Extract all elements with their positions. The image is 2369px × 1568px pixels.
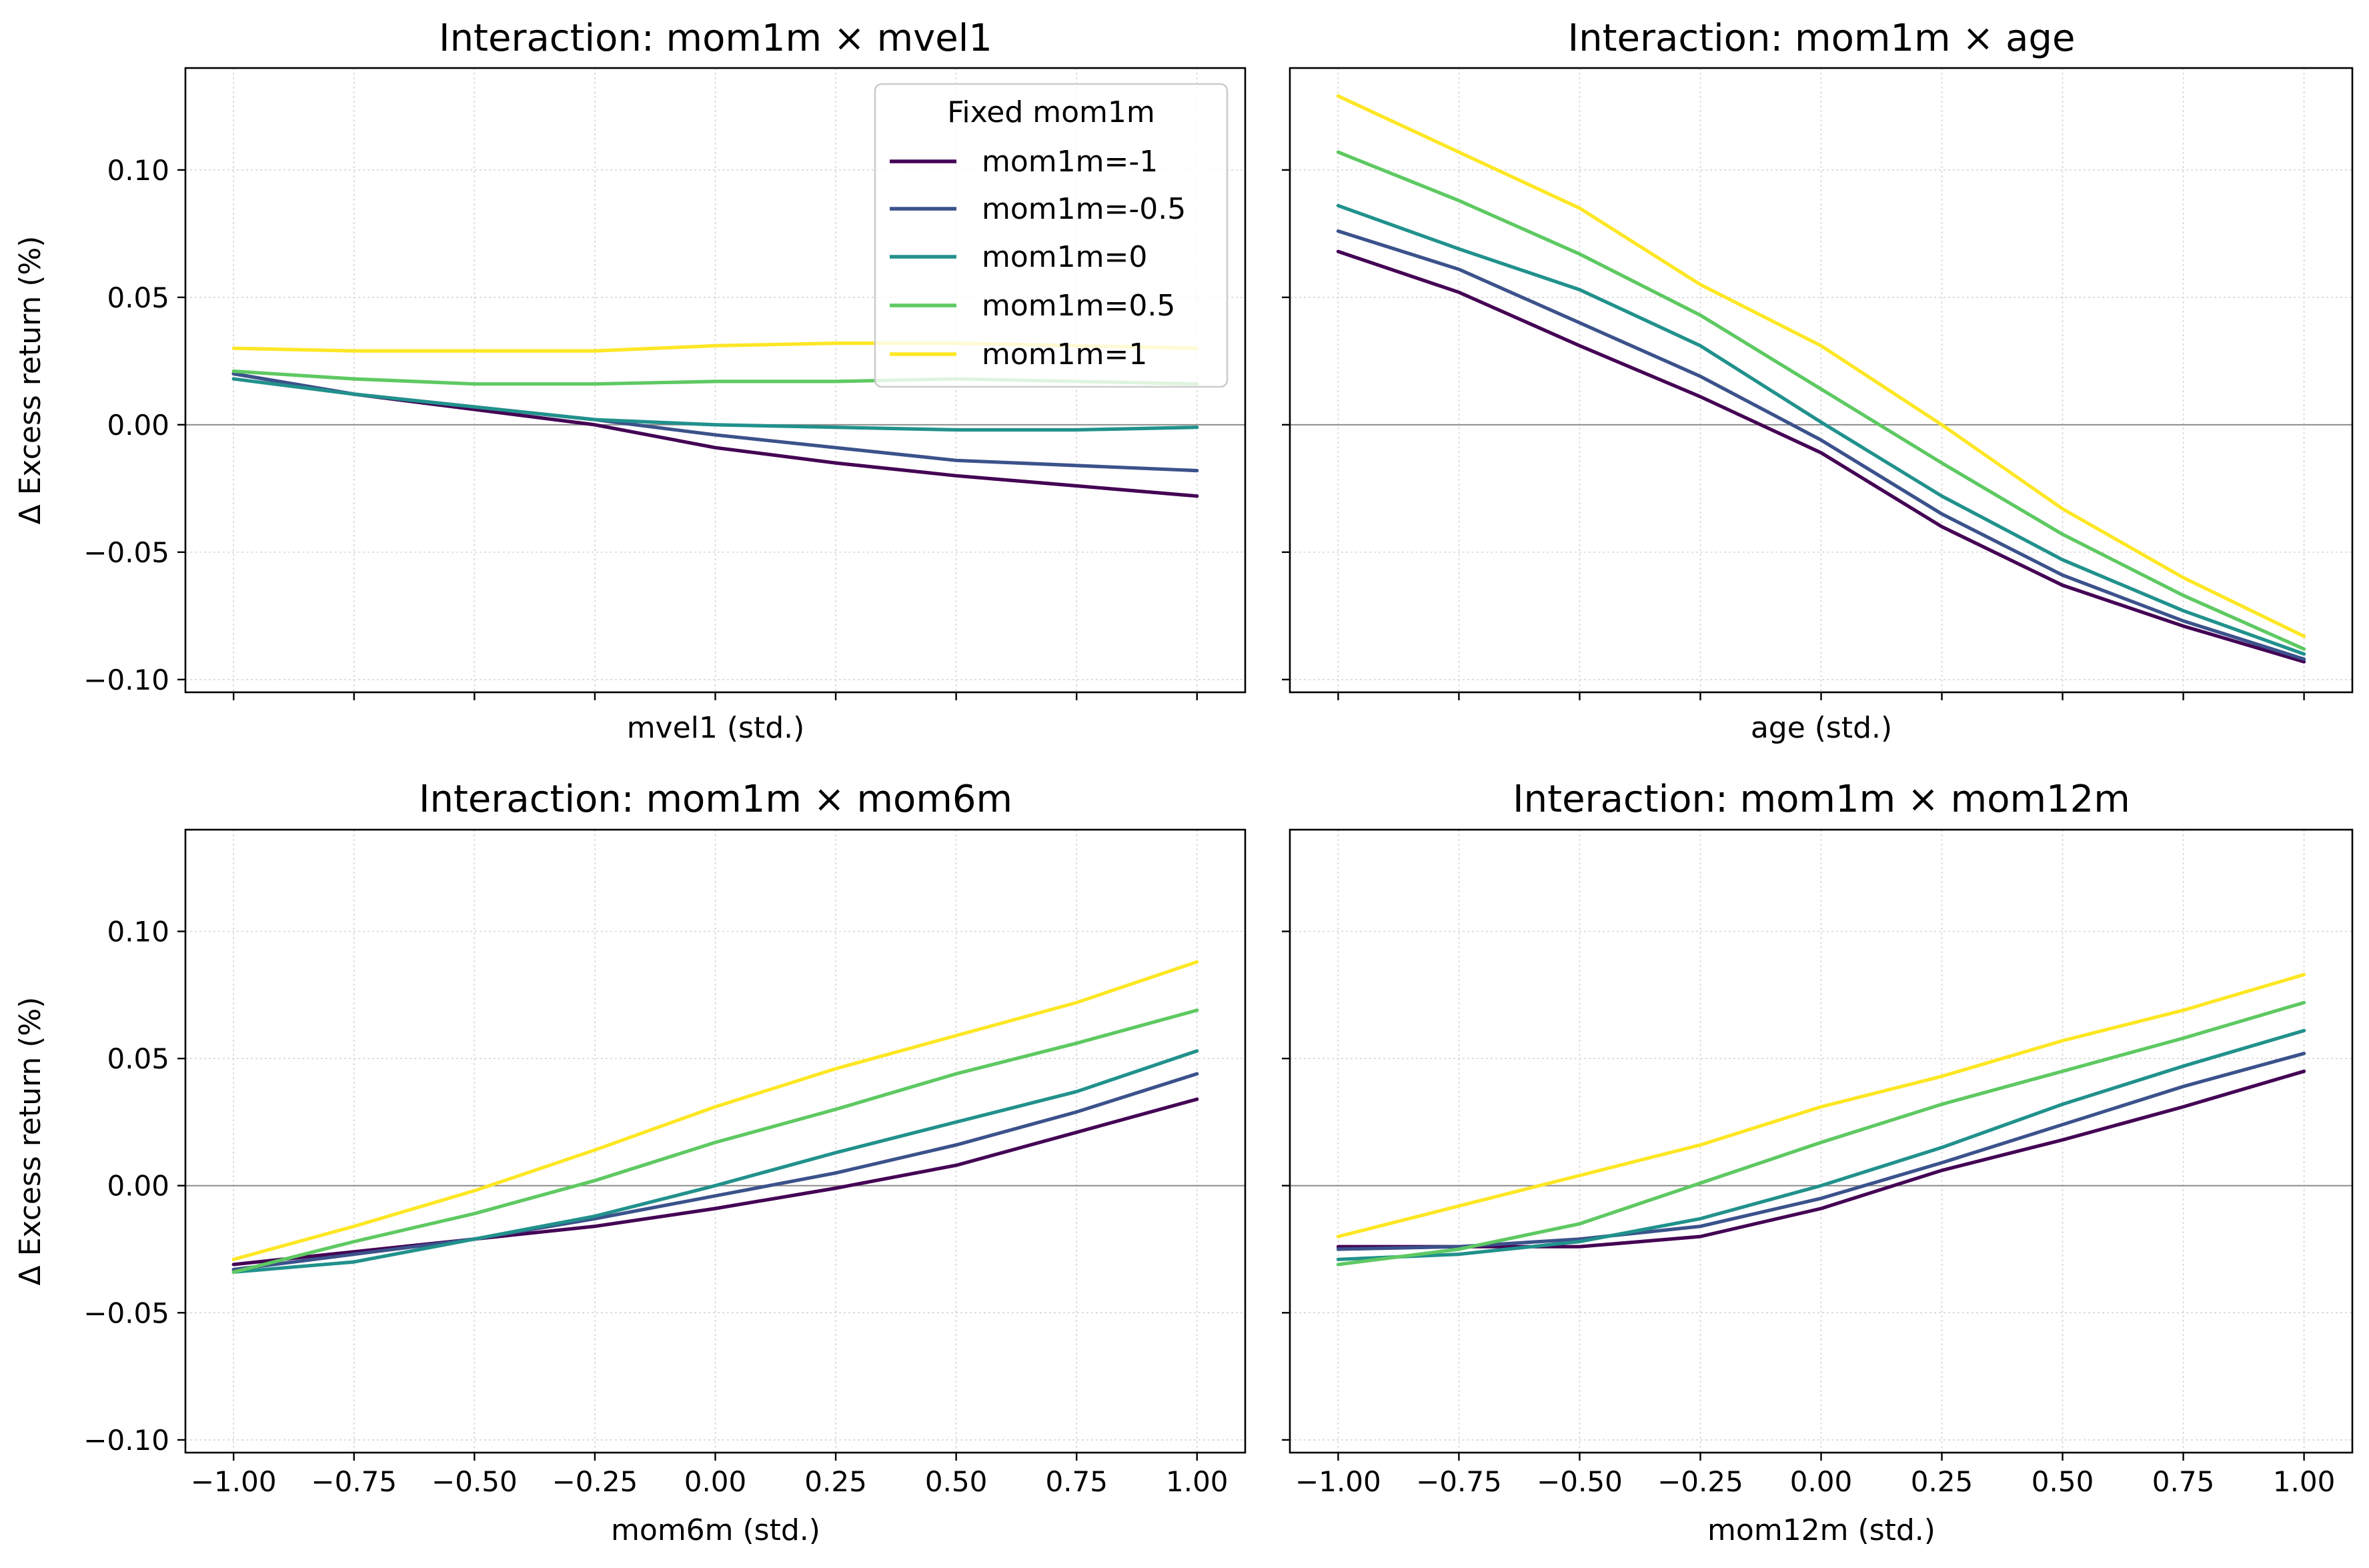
series-line — [1336, 229, 2306, 661]
y-tick-label: −0.05 — [83, 536, 169, 569]
panel-mom1m-mom6m: Interaction: mom1m × mom6m −1.00 −0.75 −0.… — [13, 778, 1247, 1547]
plot-lines — [185, 960, 1245, 1274]
series-line — [1336, 203, 2306, 656]
y-tick-label: 0.05 — [107, 1042, 169, 1075]
x-tick-label: 1.00 — [1166, 1465, 1229, 1498]
x-axis-title: mom6m (std.) — [611, 1513, 820, 1547]
y-tick-label: 0.00 — [107, 409, 169, 442]
legend-item: mom1m=0 — [890, 240, 1147, 274]
series-line — [231, 1049, 1199, 1274]
series-line — [231, 960, 1199, 1261]
x-tick-label: 0.00 — [684, 1465, 747, 1498]
series-line — [1336, 1000, 2306, 1267]
series-line — [1336, 972, 2306, 1239]
x-tick-label: 1.00 — [2273, 1465, 2336, 1498]
series-line — [231, 1072, 1199, 1272]
series-line — [1336, 249, 2306, 664]
axis-ticks: −1.00 −0.75 −0.50 −0.25 0.00 0.25 0.50 0.75 1.00… — [83, 915, 1228, 1498]
x-tick-label: 0.50 — [925, 1465, 988, 1498]
legend-label: mom1m=0.5 — [982, 289, 1175, 323]
panel-title: Interaction: mom1m × mvel1 — [439, 17, 992, 60]
y-tick-label: 0.05 — [107, 281, 169, 314]
legend-item: mom1m=0.5 — [890, 289, 1175, 323]
series-line — [1336, 1069, 2306, 1249]
x-tick-label: −0.25 — [552, 1465, 638, 1498]
panel-title: Interaction: mom1m × age — [1568, 17, 2076, 60]
grid — [1290, 68, 2352, 692]
series-line — [1336, 94, 2306, 638]
x-tick-label: 0.25 — [1911, 1465, 1973, 1498]
x-axis-title: age (std.) — [1751, 711, 1892, 745]
y-axis-title: Δ Excess return (%) — [13, 236, 47, 525]
x-tick-label: 0.75 — [1045, 1465, 1108, 1498]
y-tick-label: −0.10 — [83, 1424, 169, 1457]
x-tick-label: −0.25 — [1657, 1465, 1743, 1498]
panel-mom1m-age: Interaction: mom1m × age age (std.) — [1282, 17, 2354, 745]
series-line — [231, 1008, 1199, 1274]
panel-mom1m-mom12m: Interaction: mom1m × mom12m −1.00 −0.75 −0… — [1282, 778, 2354, 1547]
legend-label: mom1m=-1 — [982, 145, 1158, 179]
series-line — [1336, 1051, 2306, 1251]
legend-label: mom1m=-0.5 — [982, 192, 1186, 226]
y-tick-label: −0.05 — [83, 1297, 169, 1329]
grid — [1290, 830, 2352, 1453]
panel-title: Interaction: mom1m × mom12m — [1513, 778, 2130, 821]
series-line — [1336, 1028, 2306, 1261]
legend-label: mom1m=1 — [982, 337, 1147, 371]
x-tick-label: 0.00 — [1790, 1465, 1853, 1498]
x-axis-title: mvel1 (std.) — [627, 711, 805, 745]
y-tick-label: 0.00 — [107, 1170, 169, 1203]
series-line — [231, 377, 1199, 432]
panel-mom1m-mvel1: Interaction: mom1m × mvel1 −0.10 −0.05 0.0… — [13, 17, 1247, 745]
grid — [185, 830, 1245, 1453]
y-tick-label: 0.10 — [107, 154, 169, 187]
legend-title: Fixed mom1m — [947, 95, 1155, 129]
axis-ticks: −1.00 −0.75 −0.50 −0.25 0.00 0.25 0.50 0.75 1.00 — [1282, 930, 2336, 1498]
y-tick-label: 0.10 — [107, 915, 169, 948]
plot-lines — [1290, 972, 2352, 1267]
series-line — [1336, 150, 2306, 651]
x-tick-label: −1.00 — [1295, 1465, 1381, 1498]
x-tick-label: −0.75 — [311, 1465, 397, 1498]
x-tick-label: −0.75 — [1416, 1465, 1502, 1498]
axis-ticks: −0.10 −0.05 0.00 0.05 0.10 — [83, 154, 1198, 700]
legend-label: mom1m=0 — [982, 240, 1147, 274]
legend-item: mom1m=-0.5 — [890, 192, 1186, 226]
plot-lines — [185, 341, 1245, 498]
x-tick-label: 0.25 — [804, 1465, 867, 1498]
legend: Fixed mom1m mom1m=-1 mom1m=-0.5 mom1m=0 … — [874, 83, 1229, 388]
x-tick-label: 0.50 — [2032, 1465, 2094, 1498]
plot-lines — [1290, 94, 2352, 664]
y-axis-title: Δ Excess return (%) — [13, 997, 47, 1286]
legend-item: mom1m=1 — [890, 337, 1147, 371]
x-tick-label: −1.00 — [191, 1465, 277, 1498]
legend-box — [874, 83, 1229, 388]
axis-ticks — [1282, 169, 2305, 700]
x-tick-label: −0.50 — [1537, 1465, 1623, 1498]
panel-title: Interaction: mom1m × mom6m — [419, 778, 1012, 821]
legend-item: mom1m=-1 — [890, 145, 1158, 179]
x-axis-title: mom12m (std.) — [1707, 1513, 1935, 1547]
x-tick-label: −0.50 — [432, 1465, 518, 1498]
x-tick-label: 0.75 — [2152, 1465, 2215, 1498]
y-tick-label: −0.10 — [83, 664, 169, 696]
